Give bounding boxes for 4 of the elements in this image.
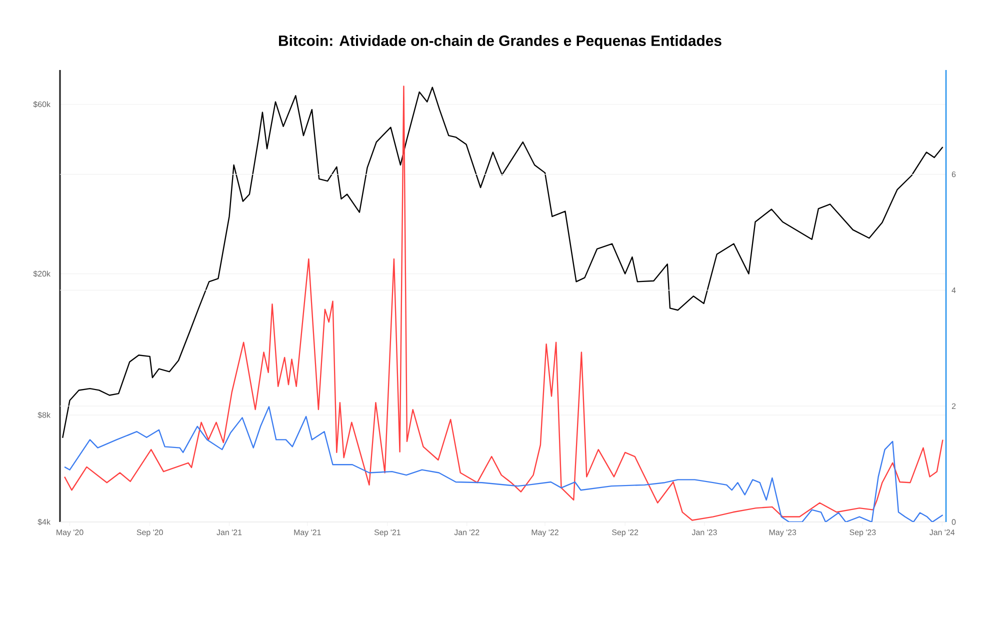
line-series xyxy=(64,406,944,522)
line-series xyxy=(64,86,944,521)
chart-title: Bitcoin: Atividade on-chain de Grandes e Pequenas Entidades xyxy=(279,35,722,49)
line-series xyxy=(62,86,944,439)
